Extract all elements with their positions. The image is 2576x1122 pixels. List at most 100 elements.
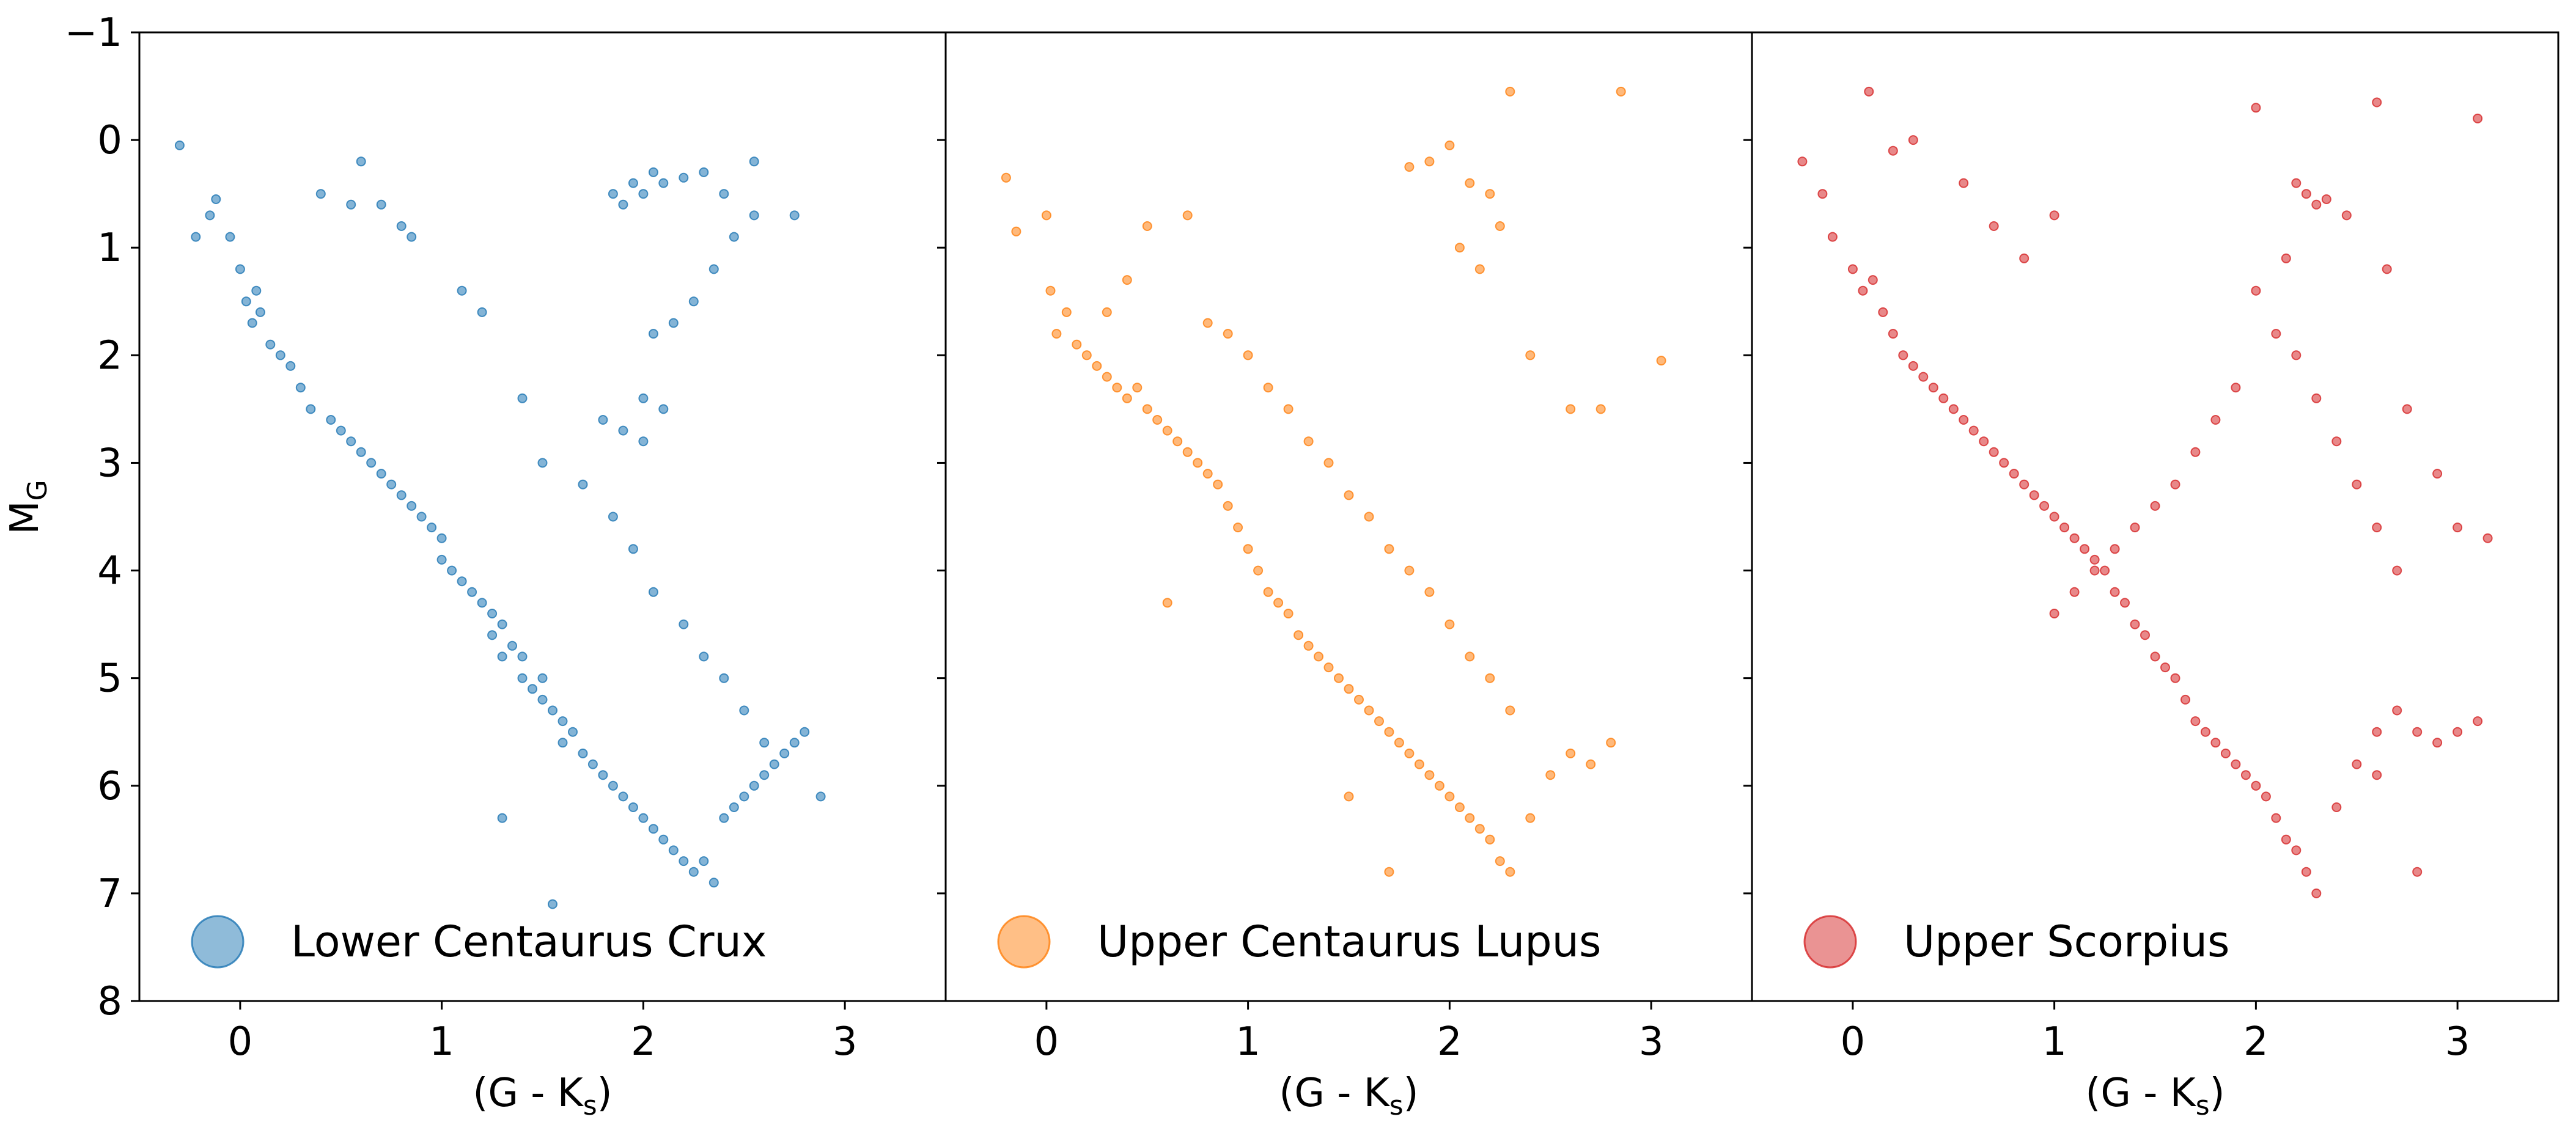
data-point bbox=[1223, 501, 1233, 511]
data-point bbox=[2110, 544, 2120, 554]
data-point bbox=[1182, 210, 1193, 221]
data-point bbox=[1878, 307, 1888, 317]
data-point bbox=[346, 199, 356, 210]
data-point bbox=[517, 673, 528, 683]
data-point bbox=[1243, 350, 1253, 361]
data-point bbox=[2412, 727, 2423, 737]
data-point bbox=[1404, 162, 1415, 172]
data-point bbox=[1868, 275, 1878, 285]
data-point bbox=[1444, 619, 1455, 629]
data-point bbox=[1424, 587, 1435, 597]
data-point bbox=[1384, 867, 1394, 877]
data-point bbox=[679, 619, 689, 629]
data-point bbox=[1465, 178, 1475, 188]
data-point bbox=[251, 285, 262, 296]
data-point bbox=[2190, 716, 2201, 727]
data-point bbox=[2039, 501, 2050, 511]
data-point bbox=[1193, 458, 1203, 468]
data-point bbox=[2372, 97, 2382, 108]
data-point bbox=[1444, 140, 1455, 150]
legend-label: Lower Centaurus Crux bbox=[291, 917, 767, 967]
data-point bbox=[1566, 748, 1576, 758]
data-point bbox=[1344, 684, 1354, 694]
data-point bbox=[2392, 565, 2402, 576]
y-tick-label: 4 bbox=[97, 549, 122, 594]
data-point bbox=[2473, 113, 2483, 123]
data-point bbox=[1364, 705, 1374, 716]
data-point bbox=[1041, 210, 1051, 221]
data-point bbox=[2120, 598, 2130, 608]
x-tick-label: 2 bbox=[2243, 1019, 2269, 1065]
data-point bbox=[2311, 888, 2322, 898]
data-point bbox=[638, 189, 649, 199]
data-point bbox=[578, 479, 588, 490]
legend-marker bbox=[997, 915, 1051, 969]
data-point bbox=[800, 727, 810, 737]
data-point bbox=[719, 189, 729, 199]
data-point bbox=[1817, 189, 1828, 199]
x-tick-label: 2 bbox=[1437, 1019, 1462, 1065]
data-point bbox=[1495, 221, 1505, 231]
data-point bbox=[2372, 522, 2382, 533]
y-tick-label: 8 bbox=[97, 979, 122, 1024]
data-point bbox=[285, 361, 296, 371]
data-point bbox=[1314, 651, 1323, 662]
data-point bbox=[1253, 565, 1264, 576]
data-point bbox=[427, 522, 437, 533]
data-point bbox=[2482, 533, 2493, 543]
data-point bbox=[2261, 791, 2271, 802]
data-point bbox=[2392, 705, 2402, 716]
data-point bbox=[2049, 512, 2059, 522]
chart-panel-3: 0 1 2 3 (G - Ks) Upper Scorpius bbox=[1743, 31, 2559, 1121]
data-point bbox=[1334, 673, 1344, 683]
data-point bbox=[447, 565, 457, 576]
scatter-points bbox=[1001, 86, 1666, 877]
y-tick-label: 0 bbox=[97, 118, 122, 163]
data-point bbox=[759, 738, 770, 748]
data-point bbox=[679, 856, 689, 867]
data-point bbox=[537, 458, 548, 468]
data-point bbox=[1888, 145, 1898, 156]
data-point bbox=[174, 140, 185, 150]
data-point bbox=[1465, 813, 1475, 823]
data-point bbox=[1948, 404, 1959, 414]
data-point bbox=[815, 791, 826, 802]
data-point bbox=[1172, 436, 1183, 447]
data-point bbox=[205, 210, 215, 221]
x-tick-label: 1 bbox=[2042, 1019, 2067, 1065]
data-point bbox=[1989, 447, 1999, 457]
data-point bbox=[306, 404, 316, 414]
data-point bbox=[1102, 307, 1112, 317]
data-point bbox=[497, 813, 507, 823]
data-point bbox=[1162, 598, 1172, 608]
data-point bbox=[2432, 469, 2443, 479]
data-point bbox=[2100, 565, 2110, 576]
data-point bbox=[2150, 651, 2160, 662]
data-point bbox=[719, 673, 729, 683]
x-tick-label: 3 bbox=[2445, 1019, 2470, 1065]
data-point bbox=[2019, 253, 2030, 263]
data-point bbox=[1283, 609, 1294, 618]
data-point bbox=[2231, 759, 2241, 769]
data-point bbox=[739, 791, 749, 802]
data-point bbox=[1827, 232, 1838, 242]
data-point bbox=[769, 759, 779, 769]
y-tick-label: 1 bbox=[97, 226, 122, 271]
y-tick-label: −1 bbox=[65, 10, 122, 56]
data-point bbox=[1323, 662, 1334, 673]
data-point bbox=[2372, 770, 2382, 780]
data-point bbox=[2150, 501, 2160, 511]
data-point bbox=[779, 748, 790, 758]
data-point bbox=[1424, 156, 1435, 167]
data-point bbox=[699, 167, 709, 177]
x-tick-label: 1 bbox=[429, 1019, 454, 1065]
data-point bbox=[457, 576, 467, 587]
data-point bbox=[548, 705, 558, 716]
x-tick-label: 3 bbox=[833, 1019, 858, 1065]
data-point bbox=[1474, 264, 1485, 274]
data-point bbox=[739, 705, 749, 716]
data-point bbox=[1858, 285, 1868, 296]
data-point bbox=[759, 770, 770, 780]
data-point bbox=[648, 824, 658, 834]
